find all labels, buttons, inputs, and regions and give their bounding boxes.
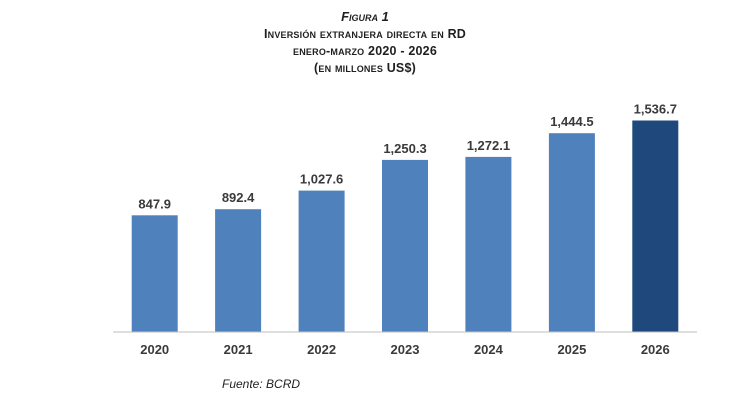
bar-2026 xyxy=(632,120,679,332)
bar-2023 xyxy=(382,159,428,332)
bar-2020 xyxy=(131,215,178,332)
x-tick-label-2020: 2020 xyxy=(140,342,169,357)
chart-subtitle-period: enero-marzo 2020 - 2026 xyxy=(293,44,437,58)
data-label-2024: 1,272.1 xyxy=(467,138,510,153)
x-tick-label-2025: 2025 xyxy=(557,342,586,357)
x-tick-label-2026: 2026 xyxy=(641,342,670,357)
bar-2024 xyxy=(465,156,512,332)
x-tick-label-2022: 2022 xyxy=(307,342,336,357)
x-tick-label-2021: 2021 xyxy=(224,342,253,357)
data-label-2021: 892.4 xyxy=(222,190,255,205)
data-label-2020: 847.9 xyxy=(138,196,171,211)
data-label-2026: 1,536.7 xyxy=(634,102,677,117)
x-tick-label-2023: 2023 xyxy=(391,342,420,357)
data-label-2025: 1,444.5 xyxy=(550,114,593,129)
data-label-2023: 1,250.3 xyxy=(383,141,426,156)
bar-2022 xyxy=(298,190,345,332)
chart-title: Inversión extranjera directa en RD xyxy=(263,27,467,41)
chart-subtitle-units: (en millones US$) xyxy=(314,61,416,75)
figure-label: Figura 1 xyxy=(341,9,389,24)
bar-2021 xyxy=(215,209,262,332)
x-tick-label-2024: 2024 xyxy=(474,342,504,357)
data-label-2022: 1,027.6 xyxy=(300,172,343,187)
bar-2025 xyxy=(548,133,595,332)
source-note: Fuente: BCRD xyxy=(222,377,301,391)
